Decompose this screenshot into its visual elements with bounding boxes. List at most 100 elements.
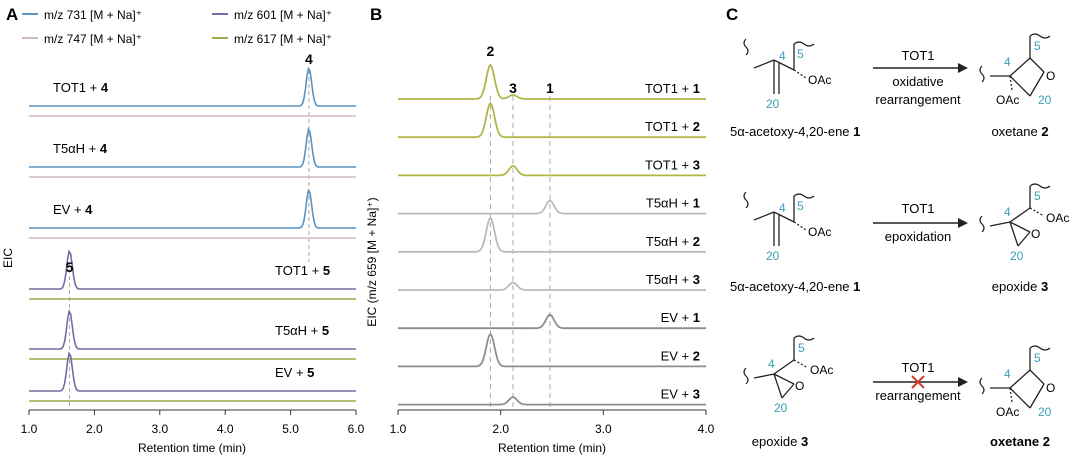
panel-b-trace-line [398, 199, 706, 215]
panel-b-peak-label: 2 [487, 43, 495, 59]
epoxide-molecule-3: 4 5 OAc O 20 [979, 183, 1069, 263]
panel-b-trace-line [398, 332, 706, 368]
scheme-row-rearrangement-blocked: 4 5 OAc O 20 TOT1 rearrangement [743, 335, 1055, 449]
panel-a-trace-line [29, 351, 356, 392]
panel-b-trace-line [398, 164, 706, 177]
enzyme-label: TOT1 [902, 360, 935, 375]
panel-b-trace-label: T5αH + 2 [646, 234, 700, 249]
atom-label-4: 4 [768, 357, 775, 371]
panel-a-trace-label: T5αH + 4 [53, 141, 108, 156]
panel-b-trace-group: TOT1 + 2 [398, 101, 706, 139]
panel-b-trace-line [398, 216, 706, 253]
panel-a-trace-line [29, 309, 356, 350]
ene-molecule-1: 4 5 OAc 20 [743, 191, 831, 263]
panel-a-trace-group: EV + 4 [29, 188, 356, 239]
panel-b-x-tick-label: 1.0 [390, 422, 407, 436]
panel-label-a: A [6, 5, 18, 24]
panel-b-trace-label: TOT1 + 3 [645, 157, 700, 172]
enzyme-label: TOT1 [902, 201, 935, 216]
panel-b-trace-label: T5αH + 3 [646, 272, 700, 287]
legend-label-747: m/z 747 [M + Na]⁺ [44, 32, 142, 46]
blocked-cross-icon [911, 375, 925, 389]
panel-a-x-tick-label: 4.0 [217, 422, 234, 436]
scheme-row-epoxidation: 4 5 OAc 20 TOT1 epoxidation 4 5 [730, 183, 1069, 294]
oxetane-molecule-2: 4 5 O OAc 20 [979, 33, 1055, 107]
panel-b-trace-group: T5αH + 2 [398, 216, 706, 253]
panel-a-peak-label: 4 [305, 51, 313, 67]
panel-b-x-tick-label: 3.0 [595, 422, 612, 436]
right-compound-caption: oxetane 2 [990, 434, 1050, 449]
panel-a-y-label: EIC [1, 248, 15, 268]
atom-label-o: O [1046, 381, 1055, 395]
legend-label-731: m/z 731 [M + Na]⁺ [44, 8, 142, 22]
panel-a-trace-group: T5αH + 4 [29, 127, 356, 178]
panel-a-trace-label: EV + 4 [53, 202, 93, 217]
condition-label-line1: epoxidation [885, 229, 952, 244]
legend: m/z 731 [M + Na]⁺ m/z 601 [M + Na]⁺ m/z … [22, 8, 332, 46]
panel-b-chart: EIC (m/z 659 [M + Na]⁺) Retention time (… [365, 43, 715, 455]
panel-a-trace-group: TOT1 + 5 [29, 249, 356, 300]
panel-b-trace-label: EV + 2 [661, 348, 700, 363]
panel-b-x-label: Retention time (min) [498, 441, 606, 455]
ene-molecule-1: 4 5 OAc 20 [743, 38, 831, 111]
panel-a-x-label: Retention time (min) [138, 441, 246, 455]
legend-label-617: m/z 617 [M + Na]⁺ [234, 32, 332, 46]
atom-label-5: 5 [1034, 39, 1041, 53]
enzyme-label: TOT1 [902, 48, 935, 63]
atom-label-oac: OAc [808, 73, 831, 87]
atom-label-4: 4 [1004, 367, 1011, 381]
atom-label-4: 4 [779, 201, 786, 215]
panel-a-trace-line [29, 66, 356, 107]
atom-label-20: 20 [1038, 93, 1052, 107]
panel-b-y-label: EIC (m/z 659 [M + Na]⁺) [365, 197, 379, 326]
atom-label-5: 5 [797, 47, 804, 61]
legend-label-601: m/z 601 [M + Na]⁺ [234, 8, 332, 22]
atom-label-5: 5 [797, 199, 804, 213]
condition-label-line1: oxidative [892, 74, 943, 89]
condition-label-line1: rearrangement [875, 388, 961, 403]
atom-label-oac: OAc [1046, 211, 1069, 225]
panel-b-peak-label: 3 [509, 80, 517, 96]
panel-label-c: C [726, 5, 738, 24]
panel-b-trace-label: TOT1 + 2 [645, 119, 700, 134]
panel-b-trace-label: T5αH + 1 [646, 196, 700, 211]
atom-label-oac: OAc [996, 93, 1019, 107]
panel-b-trace-line [398, 313, 706, 330]
atom-label-20: 20 [1038, 405, 1052, 419]
atom-label-20: 20 [766, 97, 780, 111]
panel-b-peak-label: 1 [546, 80, 554, 96]
panel-b-trace-group: T5αH + 1 [398, 196, 706, 215]
panel-b-trace-line [398, 396, 706, 406]
panel-b-x-tick-label: 2.0 [492, 422, 509, 436]
panel-b-trace-group: EV + 2 [398, 332, 706, 368]
atom-label-oac: OAc [996, 405, 1019, 419]
panel-a-x-tick-label: 2.0 [86, 422, 103, 436]
left-compound-caption: 5α-acetoxy-4,20-ene 1 [730, 279, 860, 294]
panel-b-trace-group: EV + 3 [398, 387, 706, 406]
panel-a-trace-line [29, 127, 356, 168]
panel-a-x-tick-label: 6.0 [348, 422, 365, 436]
atom-label-4: 4 [1004, 205, 1011, 219]
atom-label-4: 4 [779, 49, 786, 63]
panel-a-x-tick-label: 3.0 [151, 422, 168, 436]
right-compound-caption: epoxide 3 [992, 279, 1048, 294]
condition-label-line2: rearrangement [875, 92, 961, 107]
panel-b-trace-group: TOT1 + 1 [398, 63, 706, 100]
panel-c-scheme: 4 5 OAc 20 TOT1 oxidative rearrangement [730, 33, 1069, 449]
atom-label-5: 5 [798, 341, 805, 355]
atom-label-4: 4 [1004, 55, 1011, 69]
atom-label-o: O [795, 379, 804, 393]
atom-label-oac: OAc [810, 363, 833, 377]
reaction-arrow-head [958, 218, 968, 228]
atom-label-5: 5 [1034, 189, 1041, 203]
epoxide-molecule-3: 4 5 OAc O 20 [743, 335, 833, 415]
panel-b-trace-group: T5αH + 3 [398, 272, 706, 291]
atom-label-20: 20 [766, 249, 780, 263]
panel-b-trace-line [398, 63, 706, 100]
oxetane-molecule-2: 4 5 O OAc 20 [979, 345, 1055, 419]
left-compound-caption: 5α-acetoxy-4,20-ene 1 [730, 124, 860, 139]
panel-a-trace-group: T5αH + 5 [29, 309, 356, 360]
panel-a-x-tick-label: 5.0 [282, 422, 299, 436]
panel-a-trace-line [29, 188, 356, 229]
